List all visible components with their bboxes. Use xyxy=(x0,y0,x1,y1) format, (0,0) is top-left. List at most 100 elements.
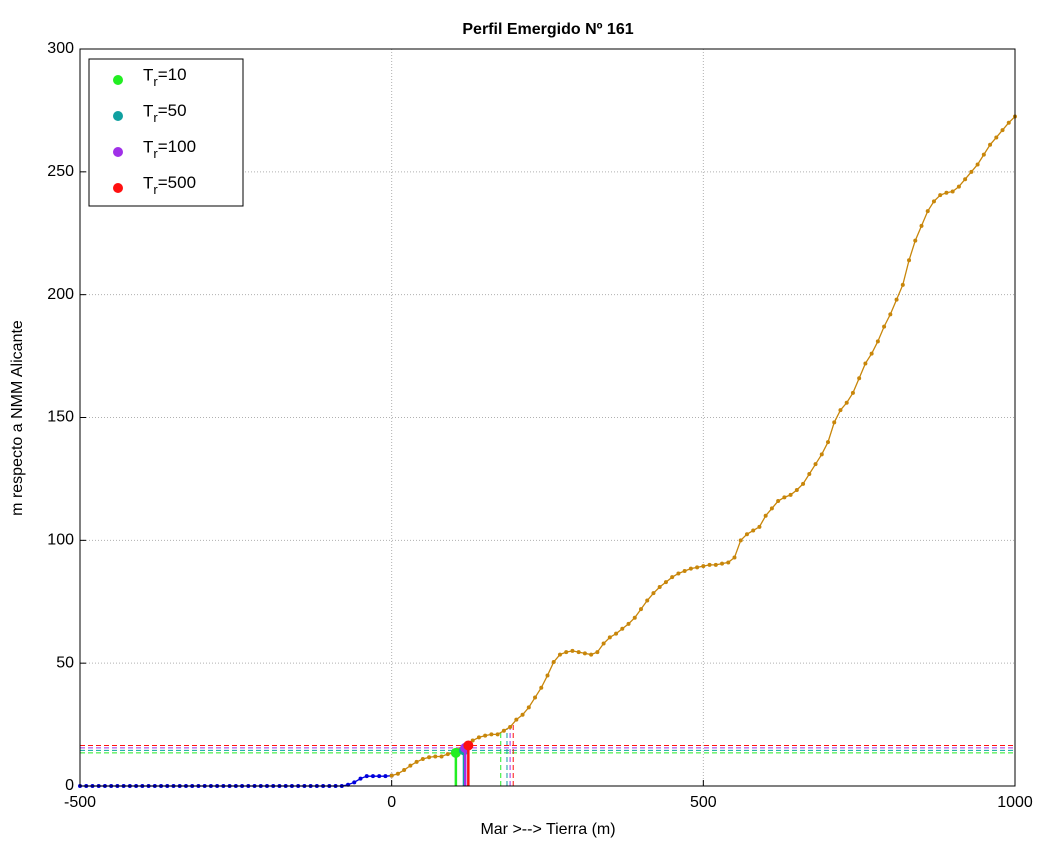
profile-point xyxy=(364,774,369,779)
profile-point xyxy=(539,685,544,690)
profile-point xyxy=(832,420,837,425)
profile-point xyxy=(713,562,718,567)
profile-point xyxy=(956,184,961,189)
profile-point xyxy=(670,575,675,580)
profile-point xyxy=(931,199,936,204)
legend-label: Tr=50 xyxy=(143,101,187,125)
profile-point xyxy=(551,659,556,664)
profile-point xyxy=(645,598,650,603)
profile-point xyxy=(607,635,612,640)
profile-point xyxy=(788,492,793,497)
profile-point xyxy=(938,193,943,198)
profile-point xyxy=(688,566,693,571)
y-tick-label: 250 xyxy=(47,163,74,180)
profile-point xyxy=(925,209,930,214)
profile-point xyxy=(975,162,980,167)
y-tick-label: 100 xyxy=(47,532,74,549)
profile-point xyxy=(414,759,419,764)
legend-marker xyxy=(113,75,123,85)
profile-point xyxy=(819,452,824,457)
profile-point xyxy=(483,733,488,738)
profile-point xyxy=(726,560,731,565)
profile-point xyxy=(894,297,899,302)
profile-point xyxy=(882,324,887,329)
profile-point xyxy=(420,756,425,761)
profile-point xyxy=(433,754,438,759)
profile-point xyxy=(757,524,762,529)
profile-point xyxy=(639,607,643,612)
profile-point xyxy=(963,177,968,182)
profile-point xyxy=(888,312,893,317)
profile-point xyxy=(358,776,363,781)
profile-point xyxy=(595,650,600,655)
profile-point xyxy=(738,538,743,543)
profile-point xyxy=(445,752,450,757)
profile-point xyxy=(626,621,631,626)
profile-point xyxy=(589,652,594,657)
x-tick-label: 500 xyxy=(690,794,717,811)
profile-point xyxy=(850,390,855,395)
profile-point xyxy=(907,258,912,263)
profile-point xyxy=(395,771,400,776)
y-tick-label: 200 xyxy=(47,286,74,303)
profile-point xyxy=(489,732,494,737)
y-tick-label: 0 xyxy=(65,777,74,794)
profile-point xyxy=(439,754,444,759)
profile-point xyxy=(944,190,949,195)
profile-point xyxy=(570,648,575,653)
profile-point xyxy=(981,152,986,157)
x-tick-label: 0 xyxy=(387,794,396,811)
profile-point xyxy=(744,532,749,537)
profile-point xyxy=(657,585,662,590)
profile-point xyxy=(476,735,481,740)
y-tick-label: 50 xyxy=(56,654,74,671)
profile-point xyxy=(869,351,874,356)
legend-marker xyxy=(113,147,123,157)
profile-point xyxy=(564,650,569,655)
chart-title: Perfil Emergido Nº 161 xyxy=(462,21,633,38)
profile-point xyxy=(501,728,506,733)
profile-point xyxy=(1000,128,1005,133)
x-axis-label: Mar >--> Tierra (m) xyxy=(480,821,615,838)
profile-point xyxy=(352,780,357,785)
profile-point xyxy=(383,774,388,779)
profile-point xyxy=(707,562,712,567)
profile-point xyxy=(389,773,394,778)
profile-point xyxy=(863,361,868,366)
profile-point xyxy=(875,339,880,344)
profile-point xyxy=(402,768,407,773)
profile-point xyxy=(919,223,924,228)
profile-point xyxy=(838,408,843,413)
legend-marker xyxy=(113,183,123,193)
profile-point xyxy=(988,142,993,147)
profile-point xyxy=(900,282,905,287)
profile-point xyxy=(720,561,725,566)
profile-point xyxy=(427,755,432,760)
profile-point xyxy=(776,499,781,504)
profile-point xyxy=(801,481,806,486)
profile-point xyxy=(844,400,849,405)
profile-point xyxy=(370,774,375,779)
profile-point xyxy=(470,738,475,743)
profile-point xyxy=(601,641,606,646)
marker xyxy=(450,747,461,758)
profile-point xyxy=(557,652,562,657)
profile-point xyxy=(913,238,918,243)
profile-point xyxy=(763,513,768,518)
profile-point xyxy=(526,705,531,710)
profile-point xyxy=(701,564,706,569)
legend-marker xyxy=(113,111,123,121)
plot-frame xyxy=(79,48,1016,787)
profile-point xyxy=(614,631,619,636)
profile-point xyxy=(682,569,687,574)
profile-point xyxy=(769,506,774,511)
profile-point xyxy=(408,763,413,768)
y-tick-label: 300 xyxy=(47,40,74,57)
profile-point xyxy=(857,376,862,381)
profile-point xyxy=(794,487,799,492)
profile-point xyxy=(676,571,681,576)
x-tick-label: -500 xyxy=(64,794,96,811)
profile-point xyxy=(826,440,830,445)
profile-point xyxy=(651,591,656,596)
